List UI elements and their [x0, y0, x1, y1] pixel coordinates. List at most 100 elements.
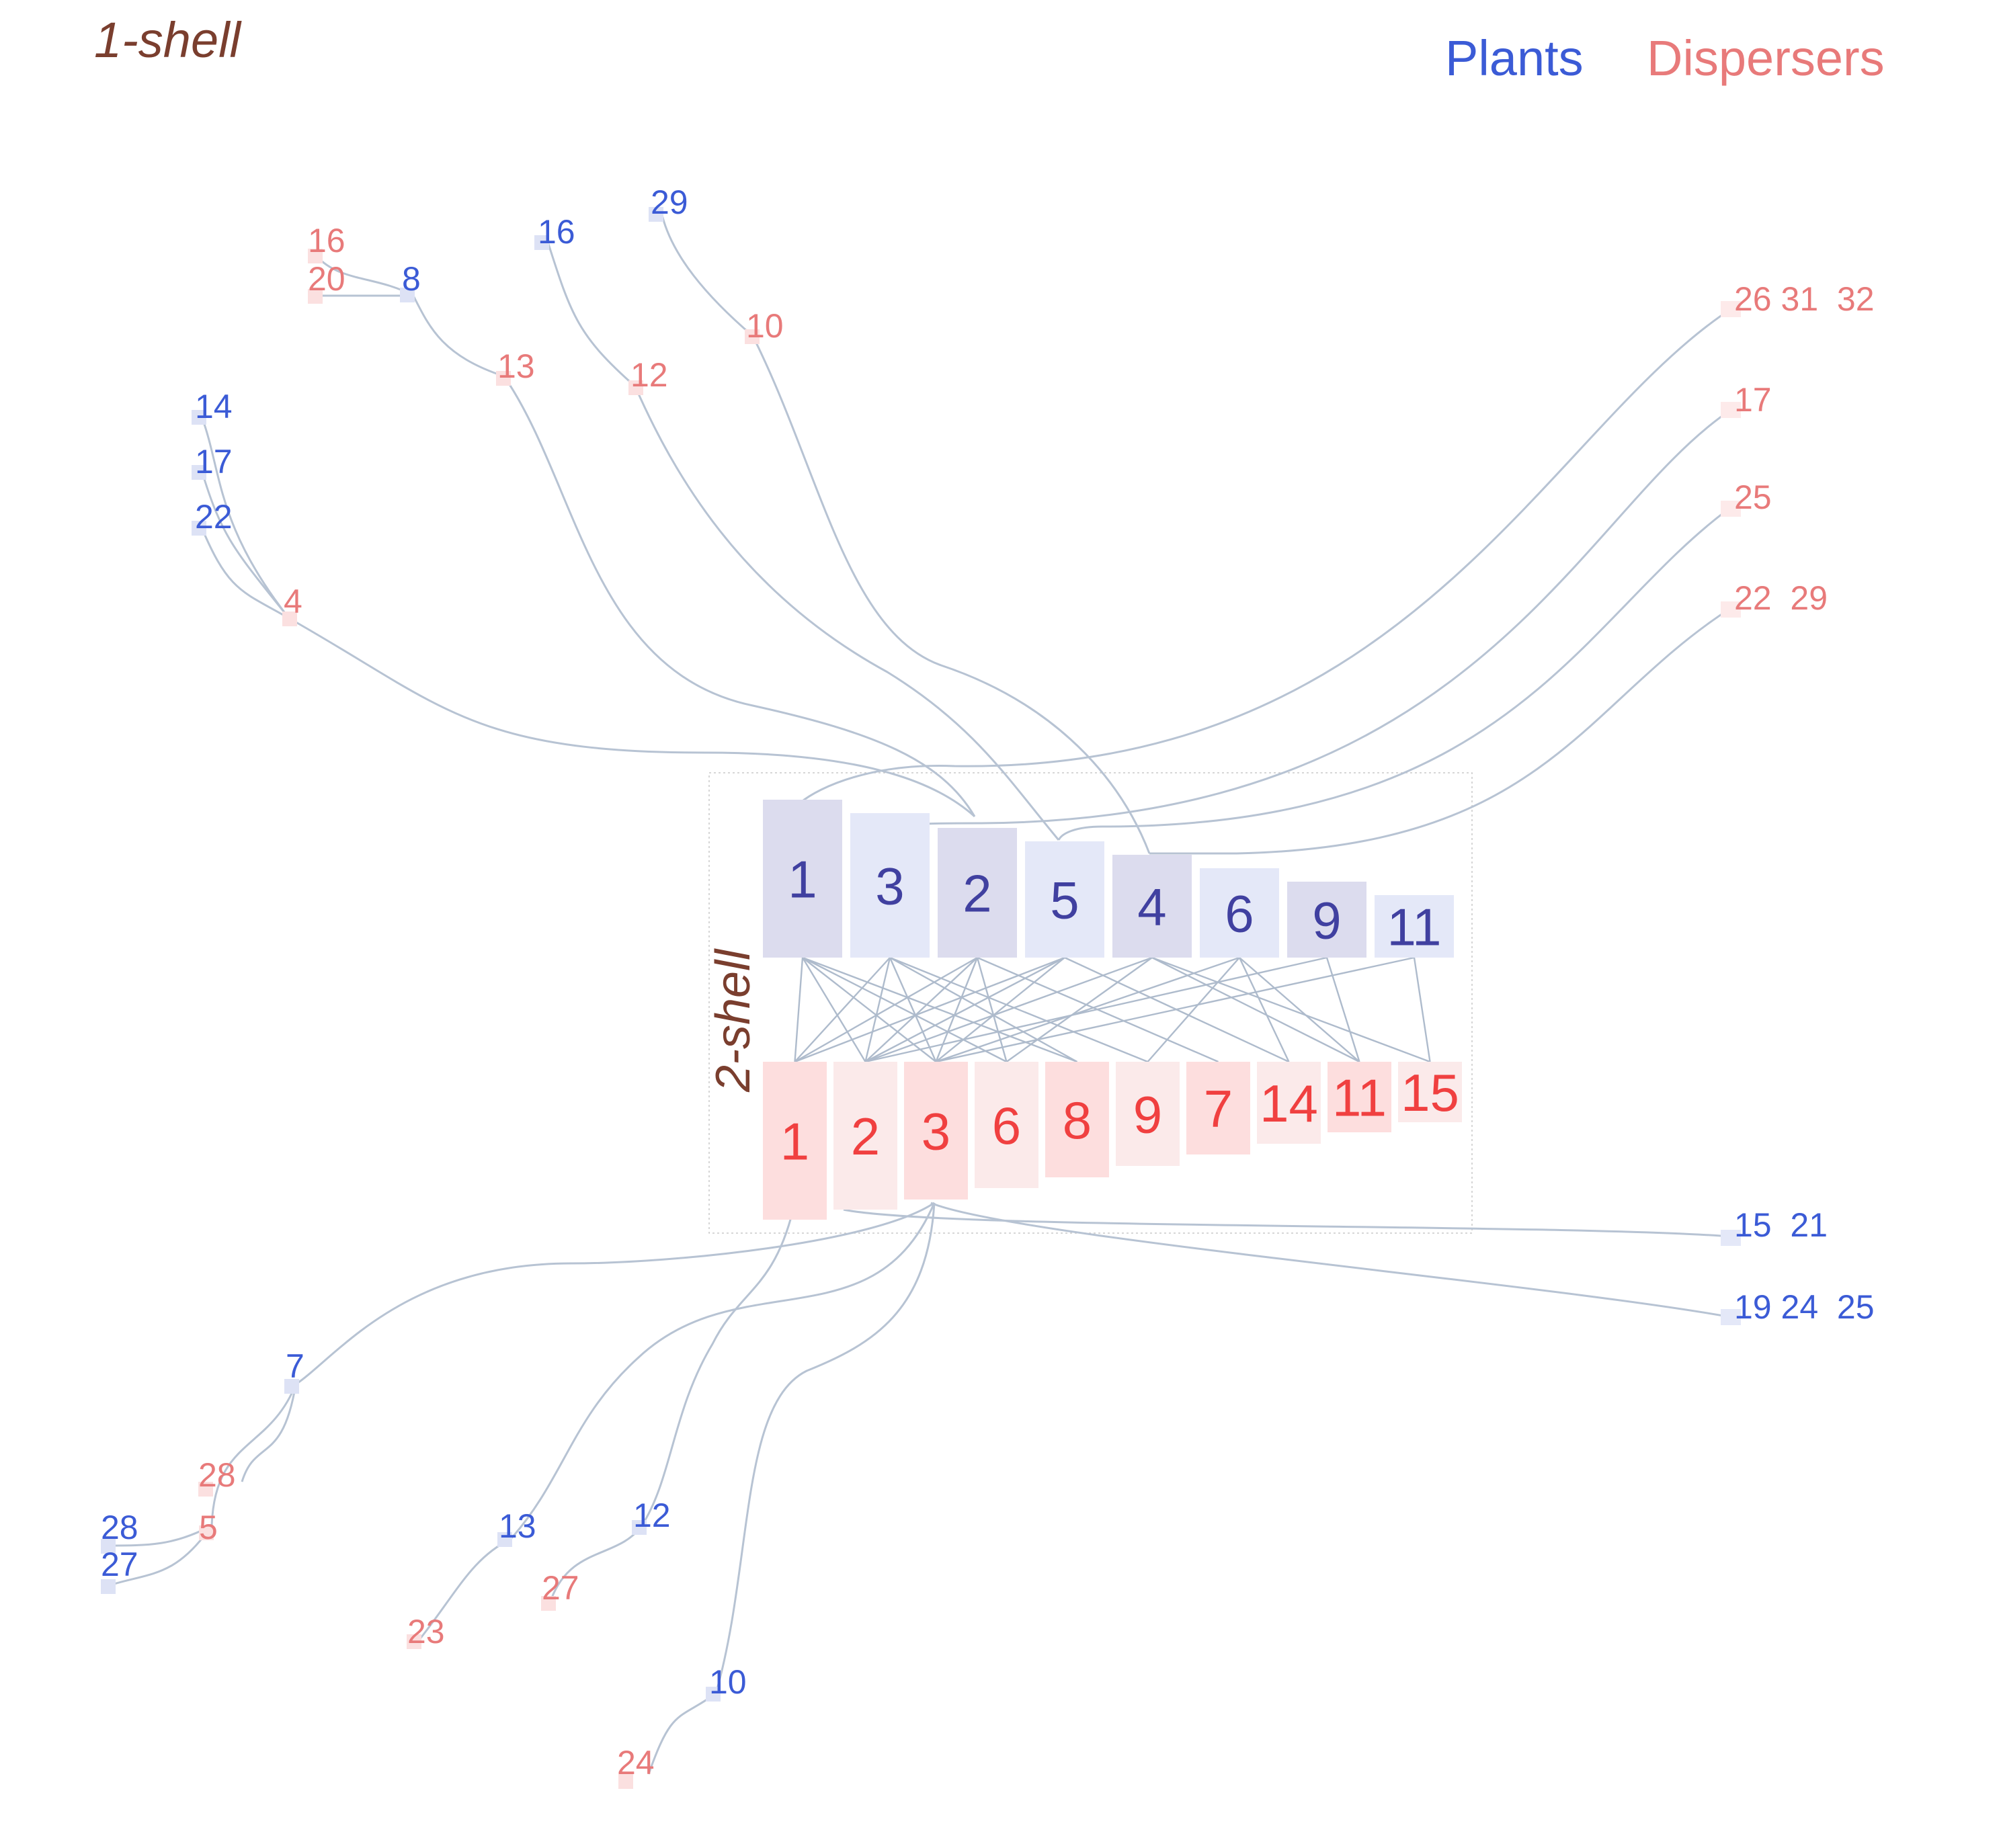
- core-disperser-label: 11: [1332, 1068, 1387, 1128]
- disperser-node-label: 5: [199, 1509, 218, 1546]
- core-disperser-node: [1328, 1062, 1391, 1132]
- legend-dispersers: Dispersers: [1647, 30, 1885, 86]
- core-link: [802, 956, 1008, 1063]
- link: [647, 1692, 717, 1775]
- link: [415, 1538, 512, 1644]
- core-disperser-node: [1398, 1062, 1462, 1122]
- core-plant-label: 9: [1312, 891, 1341, 950]
- plant-node-marker: [649, 207, 663, 222]
- core-disperser-label: 3: [922, 1102, 950, 1161]
- disperser-node-label: 23: [407, 1613, 445, 1650]
- core-link: [865, 956, 1153, 1063]
- core-link: [889, 956, 1148, 1063]
- link: [799, 308, 1731, 804]
- plant-node-marker: [284, 1379, 299, 1394]
- core-link: [865, 956, 1328, 1063]
- link: [751, 335, 1151, 854]
- core-link: [889, 957, 937, 1062]
- core-disperser-label: 6: [992, 1096, 1021, 1155]
- plant-node-label: 13: [499, 1507, 536, 1545]
- disperser-node-label: 12: [630, 356, 668, 394]
- link: [550, 1525, 643, 1600]
- core-link: [801, 957, 866, 1062]
- link: [288, 617, 976, 818]
- core-link: [936, 956, 1415, 1063]
- core-link: [1238, 957, 1290, 1062]
- link: [210, 1384, 297, 1526]
- core-link: [864, 957, 978, 1062]
- inner-shell-label: 2-shell: [706, 948, 760, 1093]
- core-link: [794, 956, 1065, 1063]
- plant-node-label: 22: [195, 498, 233, 536]
- core-disperser-label: 1: [780, 1112, 809, 1171]
- plant-node-label: 14: [195, 388, 233, 425]
- core-link: [864, 956, 1065, 1063]
- plant-group-label: 15 21: [1734, 1206, 1828, 1244]
- core-disperser-label: 15: [1401, 1063, 1459, 1122]
- core-link: [935, 957, 979, 1062]
- link: [887, 409, 1731, 828]
- disperser-node-label: 13: [497, 347, 535, 385]
- plant-node-marker: [101, 1579, 116, 1594]
- outer-shell-label: 1-shell: [94, 12, 243, 68]
- disperser-node-label: 20: [308, 260, 345, 298]
- plant-node-marker: [192, 465, 206, 480]
- disperser-node-label: 27: [542, 1569, 579, 1607]
- core-link: [864, 957, 891, 1062]
- disperser-node-label: 4: [284, 583, 302, 620]
- core-disperser-node: [763, 1062, 827, 1220]
- disperser-node-label: 28: [198, 1456, 236, 1494]
- plant-node-marker: [534, 235, 549, 250]
- disperser-node-label: 16: [308, 222, 345, 259]
- plant-node-label: 17: [195, 443, 233, 480]
- plant-node-label: 12: [633, 1497, 671, 1534]
- core-plant-label: 6: [1225, 884, 1254, 943]
- disperser-node-marker: [282, 612, 297, 626]
- link: [634, 386, 1060, 841]
- core-plant-label: 2: [963, 864, 991, 923]
- core-disperser-label: 2: [851, 1107, 880, 1166]
- plant-node-marker: [192, 521, 206, 536]
- core-plant-node: [1025, 841, 1104, 958]
- link: [641, 1209, 794, 1526]
- link: [509, 1202, 936, 1540]
- core-disperser-node: [975, 1062, 1038, 1188]
- disperser-group-marker: [1721, 601, 1741, 618]
- core-disperser-node: [833, 1062, 897, 1210]
- plant-node-marker: [192, 410, 206, 425]
- disperser-node-marker: [199, 1525, 214, 1540]
- link: [843, 1208, 1731, 1238]
- disperser-node-marker: [628, 380, 643, 395]
- core-link: [794, 957, 804, 1062]
- disperser-group-marker: [1721, 402, 1741, 418]
- core-plant-label: 4: [1137, 878, 1166, 937]
- core-disperser-node: [1257, 1062, 1321, 1144]
- core-plant-node: [1287, 882, 1366, 958]
- outer-plants: 29 16 8 14 17 22 7 28 27 13 12 10 15 21 …: [101, 183, 1875, 1702]
- link: [295, 1202, 935, 1386]
- disperser-node-marker: [198, 1482, 213, 1497]
- link: [661, 214, 753, 337]
- link: [241, 1384, 297, 1482]
- plant-node-label: 7: [286, 1347, 304, 1385]
- outer-dispersers: 16 20 13 12 10 4 28 5 23 27 24 26 31 32 …: [198, 222, 1875, 1789]
- plant-group-label: 19 24 25: [1734, 1288, 1875, 1326]
- legend-plants: Plants: [1445, 30, 1584, 86]
- disperser-group-marker: [1721, 501, 1741, 517]
- core-link: [794, 956, 978, 1063]
- core-link: [1006, 957, 1153, 1062]
- disperser-node-marker: [618, 1774, 633, 1789]
- plant-node-marker: [706, 1687, 721, 1702]
- link: [200, 527, 290, 620]
- link: [412, 295, 505, 378]
- disperser-group-label: 25: [1734, 478, 1772, 516]
- link: [503, 376, 976, 817]
- disperser-group-label: 26 31 32: [1734, 280, 1875, 318]
- disperser-node-marker: [407, 1634, 421, 1649]
- plant-node-label: 10: [709, 1663, 747, 1701]
- core-plant-node: [763, 800, 842, 958]
- core-disperser-node: [1186, 1062, 1250, 1154]
- core-disperser-node: [904, 1062, 968, 1200]
- core-box: [708, 772, 1473, 1234]
